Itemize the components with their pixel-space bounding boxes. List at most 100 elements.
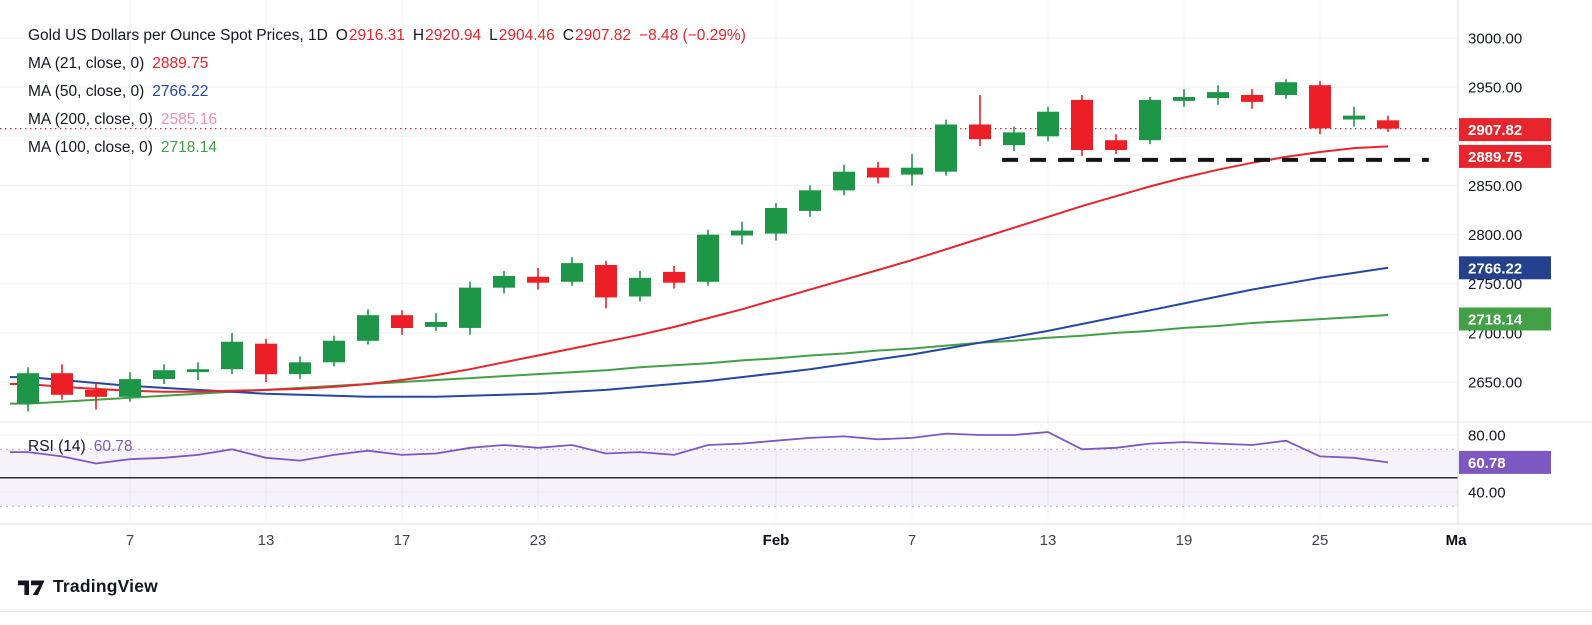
price-tick-label: 2800.00 [1468,227,1522,244]
ohlc-low: L 2904.46 [489,27,555,45]
candle [1377,115,1399,132]
ohlc-close: C 2907.82 [563,27,631,45]
tradingview-logo-icon [18,580,45,595]
time-tick-label: 17 [394,532,411,549]
candles [17,79,1399,412]
chart-canvas[interactable]: 3000.002950.002850.002800.002750.002700.… [0,0,1592,565]
chart-legend: Gold US Dollars per Ounce Spot Prices, 1… [28,22,746,162]
ohlc-change: −8.48 (−0.29%) [639,27,746,44]
time-tick-label: 7 [908,532,916,549]
ma-200-value: 2585.16 [160,111,217,128]
svg-text:2889.75: 2889.75 [1468,149,1522,166]
ohlc-high-label: H [412,27,425,44]
candle [51,364,73,400]
ma-200-legend-row[interactable]: MA (200, close, 0) 2585.16 [28,106,217,134]
ma-50-label: MA (50, close, 0) [28,83,145,100]
price-tick-label: 2950.00 [1468,80,1522,97]
ma-21-legend-row[interactable]: MA (21, close, 0) 2889.75 [28,50,208,78]
candle [629,270,651,302]
candle [901,154,923,186]
rsi-line [10,431,1389,465]
candle [255,338,277,382]
ohlc-close-label: C [562,27,574,44]
candle [17,367,39,412]
bottom-divider [0,611,1592,612]
rsi-label: RSI (14) [28,438,86,455]
rsi-legend-row[interactable]: RSI (14) 60.78 [28,438,133,456]
candle [765,203,787,241]
candle [323,335,345,367]
price-axis[interactable]: 3000.002950.002850.002800.002750.002700.… [1459,31,1551,502]
candle [1275,79,1297,99]
rsi-zone [0,448,1458,507]
symbol-title[interactable]: Gold US Dollars per Ounce Spot Prices, 1… [28,27,328,44]
candle [1309,81,1331,135]
candle [663,266,685,289]
candle [527,268,549,290]
time-tick-label: Feb [763,532,790,549]
time-axis[interactable]: 7 13 17 23 Feb 7 13 19 25 Ma [126,532,1467,549]
rsi-value: 60.78 [93,438,133,455]
candle [1037,106,1059,142]
candle [289,356,311,380]
svg-text:2718.14: 2718.14 [1468,312,1523,329]
ohlc-high: H 2920.94 [413,27,481,45]
candle [1343,106,1365,127]
candle [153,364,175,384]
candle [391,310,413,335]
price-tick-label: 2650.00 [1468,375,1522,392]
candle [867,161,889,184]
gridlines [0,0,1458,522]
ma-100-legend-row[interactable]: MA (100, close, 0) 2718.14 [28,134,217,162]
ma-100-label: MA (100, close, 0) [28,139,153,156]
candle [187,362,209,380]
ma-100-value: 2718.14 [160,139,217,156]
rsi-tick-label: 80.00 [1468,428,1506,445]
candle [1105,134,1127,154]
candle [493,270,515,294]
ohlc-close-value: 2907.82 [574,27,632,44]
candle [969,95,991,147]
time-tick-label: 13 [1040,532,1057,549]
time-tick-label: 7 [126,532,134,549]
candle [119,372,141,402]
ma-200-label: MA (200, close, 0) [28,111,153,128]
candle [1207,85,1229,105]
rsi-badge: 60.78 [1459,450,1551,474]
candle [357,309,379,345]
candle [833,164,855,196]
current-price-badge: 2907.82 [1459,118,1551,142]
symbol-legend-row[interactable]: Gold US Dollars per Ounce Spot Prices, 1… [28,22,746,50]
candle [459,281,481,335]
candle [1139,97,1161,145]
candle [1071,95,1093,156]
ohlc-high-value: 2920.94 [425,27,482,44]
ma-50-line [10,266,1389,398]
time-tick-label: 13 [258,532,275,549]
ohlc-open-label: O [335,27,348,44]
candle [1241,89,1263,109]
candle [85,382,107,410]
tradingview-logo-text: TradingView [53,576,158,596]
candle [221,332,243,375]
ma-21-line [10,145,1389,393]
time-tick-label: 23 [530,532,547,549]
candle [935,119,957,176]
rsi-pane [10,431,1389,465]
ma50-badge: 2766.22 [1459,256,1551,280]
ohlc-open-value: 2916.31 [348,27,405,44]
price-tick-label: 2850.00 [1468,178,1522,195]
time-tick-label: 19 [1176,532,1193,549]
ma21-badge: 2889.75 [1459,144,1551,168]
ohlc-open: O 2916.31 [336,27,405,45]
tradingview-logo[interactable]: TradingView [18,576,158,597]
ma-50-value: 2766.22 [152,83,209,100]
candle [595,261,617,309]
ma-50-legend-row[interactable]: MA (50, close, 0) 2766.22 [28,78,208,106]
ma-21-label: MA (21, close, 0) [28,55,145,72]
time-tick-label: 25 [1312,532,1329,549]
candle [561,257,583,286]
ma100-badge: 2718.14 [1459,307,1551,331]
candle [425,313,447,331]
